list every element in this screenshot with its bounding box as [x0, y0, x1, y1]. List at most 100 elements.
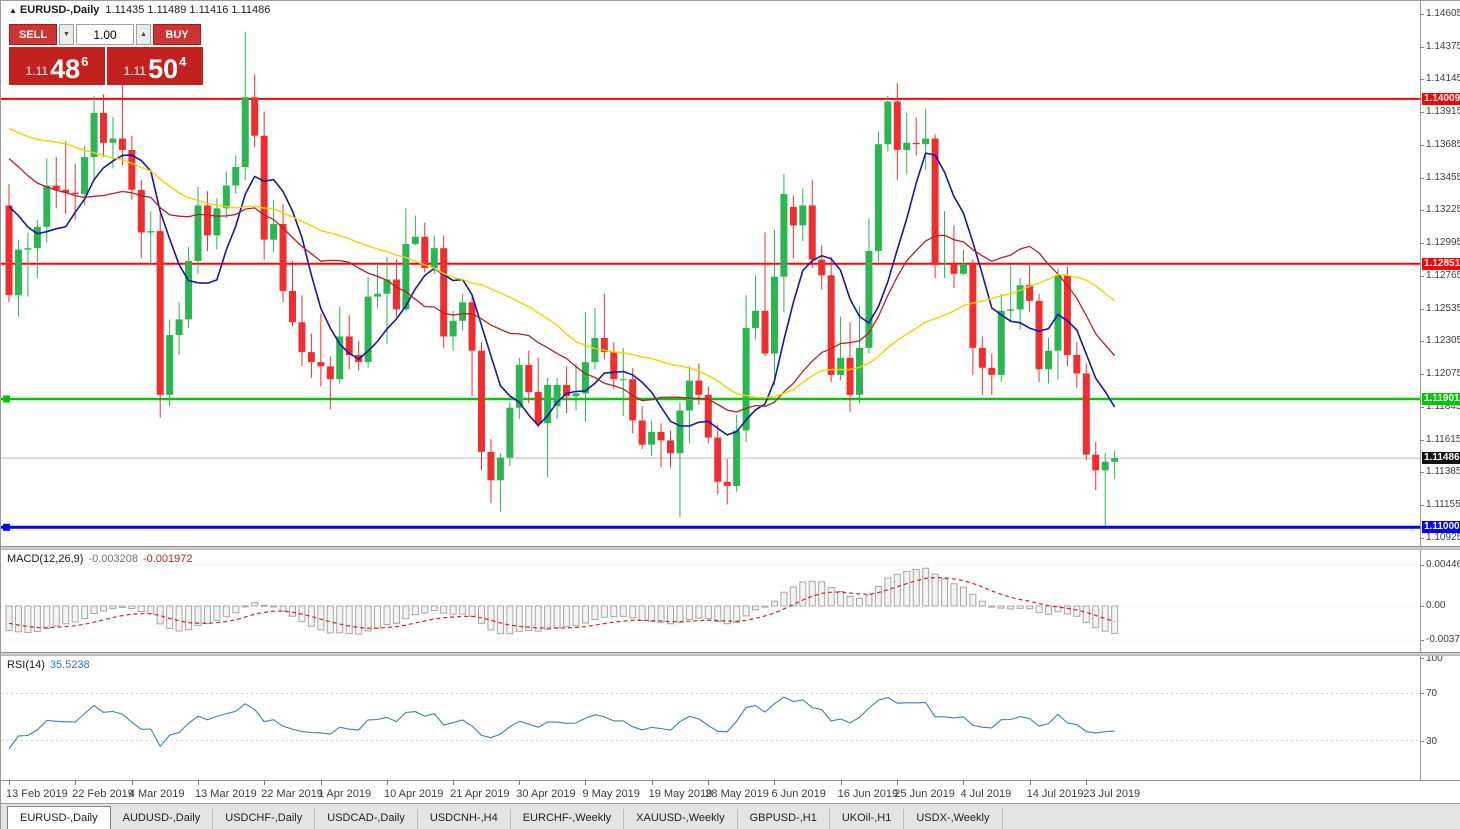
macd-signal-value: -0.001972 [142, 553, 193, 565]
chart-tab-eurusd[interactable]: EURUSD-,Daily [7, 806, 111, 829]
main-price-chart[interactable] [1, 1, 1420, 546]
macd-histogram-bar [33, 605, 41, 632]
time-tick [963, 781, 965, 785]
date-label: 13 Mar 2019 [195, 788, 257, 800]
rsi-indicator-label: RSI(14) 35.5238 [7, 659, 95, 671]
candle [856, 306, 863, 404]
line-handle[interactable] [3, 395, 10, 403]
buy-button[interactable]: BUY [153, 24, 201, 45]
chart-tab-eurchf[interactable]: EURCHF-,Weekly [511, 809, 625, 829]
macd-axis-label: 0.004465 [1426, 559, 1460, 570]
macd-axis-tick [1421, 606, 1424, 607]
line-handle[interactable] [3, 523, 10, 531]
candle [534, 357, 542, 428]
macd-histogram-bar [109, 605, 117, 610]
candle [213, 198, 221, 250]
time-tick [1029, 781, 1031, 785]
macd-histogram-bar [789, 586, 797, 607]
macd-axis-label: 0.00 [1426, 600, 1446, 611]
time-tick [453, 781, 455, 785]
macd-histogram-bar [959, 586, 967, 607]
macd-histogram-bar [1082, 605, 1090, 623]
candle [922, 108, 930, 170]
candle [742, 295, 750, 442]
price-axis-tick [1421, 243, 1424, 245]
candle [978, 336, 986, 395]
price-axis-label: 1.13915 [1426, 106, 1460, 118]
chart-tab-audusd[interactable]: AUDUSD-,Daily [111, 809, 214, 829]
time-tick [774, 781, 776, 785]
macd-chart[interactable] [1, 550, 1420, 652]
candle [496, 453, 504, 512]
chart-ohlc-info: ▲ EURUSD-,Daily 1.11435 1.11489 1.11416 1.… [9, 4, 270, 16]
rsi-chart[interactable] [1, 656, 1420, 780]
macd-histogram-bar [270, 605, 278, 608]
candle [1092, 441, 1100, 491]
rsi-axis[interactable]: 100 70 30 [1420, 656, 1460, 780]
time-tick [651, 781, 653, 785]
macd-histogram-bar [506, 605, 514, 635]
main-chart-panel: ▲ EURUSD-,Daily 1.11435 1.11489 1.11416 1.… [1, 1, 1420, 546]
volume-decrease-button[interactable]: ▼ [59, 24, 74, 45]
macd-histogram-bar [733, 605, 741, 623]
volume-increase-button[interactable]: ▲ [136, 24, 151, 45]
price-axis-tick [1421, 439, 1424, 441]
buy-price-display[interactable]: 1.11 50 4 [107, 47, 203, 85]
candle [241, 31, 249, 180]
time-axis[interactable]: 13 Feb 2019 22 Feb 2019 4 Mar 2019 13 Mar 2… [1, 780, 1460, 803]
macd-panel: MACD(12,26,9) -0.003208 -0.001972 [1, 550, 1420, 652]
macd-name: MACD(12,26,9) [7, 553, 84, 565]
chart-tab-xauusd[interactable]: XAUUSD-,Weekly [624, 809, 738, 829]
price-axis-label: 1.14605 [1426, 7, 1460, 19]
macd-axis-tick [1421, 640, 1424, 642]
chart-symbol-icon: ▲ [9, 6, 17, 15]
macd-histogram-bar [1035, 605, 1043, 613]
chart-ohlc-values: 1.11435 1.11489 1.11416 1.11486 [105, 4, 271, 16]
macd-histogram-bar [657, 605, 665, 623]
time-tick [708, 781, 710, 785]
candle [563, 366, 571, 414]
price-axis-tick [1421, 374, 1424, 376]
panel-splitter[interactable] [1, 546, 1460, 550]
candle [317, 313, 325, 387]
candle [270, 199, 278, 253]
candle [487, 438, 495, 504]
macd-histogram-bar [1101, 605, 1109, 632]
candle [326, 356, 334, 410]
date-label: 28 May 2019 [705, 788, 769, 800]
macd-histogram-bar [459, 605, 467, 615]
rsi-axis-tick [1421, 658, 1424, 659]
time-tick [387, 781, 388, 785]
candle [1063, 266, 1071, 367]
volume-input[interactable] [76, 24, 134, 45]
chart-tab-usdx[interactable]: USDX-,Weekly [904, 809, 1003, 829]
price-axis-label: 1.11155 [1426, 499, 1460, 511]
price-axis-tick [1421, 472, 1424, 474]
candle [544, 377, 552, 478]
candle [827, 256, 835, 383]
sell-price-display[interactable]: 1.11 48 6 [9, 47, 105, 85]
candle [355, 340, 363, 371]
price-axis[interactable]: 1.14605 1.14375 1.14145 1.13915 1.13685 1.134… [1420, 1, 1460, 546]
chart-tab-usdcad[interactable]: USDCAD-,Daily [315, 809, 418, 829]
sell-button[interactable]: SELL [9, 24, 57, 45]
date-label: 9 May 2019 [582, 788, 640, 800]
macd-histogram-bar [90, 605, 98, 615]
price-axis-label: 1.14375 [1426, 40, 1460, 52]
chart-tab-usdchf[interactable]: USDCHF-,Daily [213, 809, 316, 829]
chart-tab-ukoil[interactable]: UKOil-,H1 [830, 809, 905, 829]
macd-axis[interactable]: 0.004465 0.00 -0.003718 [1420, 550, 1460, 652]
panel-splitter[interactable] [1, 652, 1460, 656]
macd-histogram-bar [289, 605, 296, 617]
chart-tab-gbpusd[interactable]: GBPUSD-,H1 [738, 809, 830, 829]
macd-histogram-bar [1007, 605, 1015, 610]
chart-tab-usdcnh[interactable]: USDCNH-,H4 [418, 809, 511, 829]
macd-histogram-bar [468, 605, 476, 617]
price-axis-label: 1.14145 [1426, 73, 1460, 85]
candle [260, 111, 268, 260]
candle [591, 307, 599, 370]
price-axis-tick [1421, 13, 1424, 15]
rsi-axis-tick [1421, 693, 1424, 695]
macd-histogram-bar [430, 605, 438, 612]
date-label: 1 Apr 2019 [317, 788, 372, 800]
